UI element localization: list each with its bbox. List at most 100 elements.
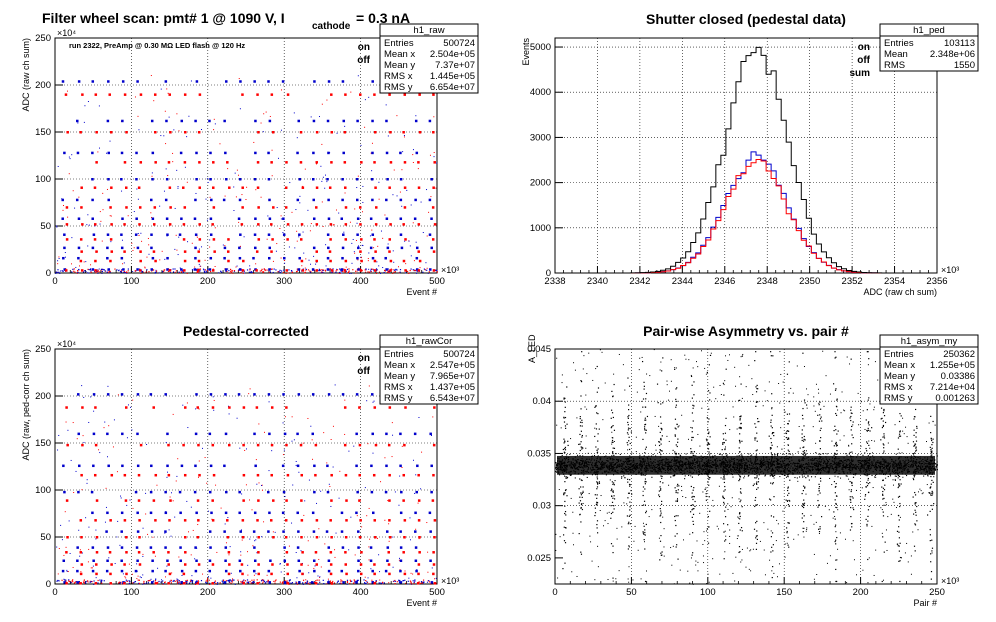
data-point bbox=[384, 269, 386, 271]
data-point-on bbox=[341, 178, 344, 181]
data-point bbox=[116, 471, 118, 473]
data-point bbox=[271, 268, 273, 270]
data-point bbox=[323, 432, 325, 434]
data-point-on bbox=[150, 581, 154, 584]
data-point bbox=[313, 567, 315, 569]
data-point bbox=[258, 482, 260, 484]
x-tick-label: 100 bbox=[123, 587, 139, 598]
data-point bbox=[288, 545, 290, 547]
data-point bbox=[430, 434, 432, 436]
data-point bbox=[435, 269, 437, 271]
data-point-on bbox=[327, 559, 331, 562]
data-point bbox=[269, 271, 271, 273]
data-point-off bbox=[138, 223, 141, 226]
data-point bbox=[935, 465, 937, 468]
data-point-on bbox=[195, 80, 199, 83]
data-point-off bbox=[79, 519, 83, 522]
data-point bbox=[152, 536, 154, 538]
data-point-on bbox=[180, 119, 184, 123]
stats-value: 1.445e+05 bbox=[430, 71, 475, 82]
data-point bbox=[184, 166, 186, 168]
data-point bbox=[282, 232, 284, 234]
data-point-off bbox=[228, 443, 231, 447]
data-point bbox=[56, 546, 58, 548]
data-point bbox=[56, 226, 58, 228]
legend-on: on bbox=[358, 42, 370, 53]
data-point bbox=[422, 582, 424, 584]
data-point-on bbox=[297, 530, 300, 533]
data-point bbox=[426, 581, 428, 583]
data-point bbox=[935, 464, 937, 466]
data-point-on bbox=[268, 268, 271, 271]
data-point-off bbox=[284, 186, 288, 189]
data-point bbox=[243, 270, 246, 272]
data-point-off bbox=[125, 186, 128, 189]
data-point-on bbox=[224, 432, 228, 436]
data-point-on bbox=[150, 233, 153, 236]
data-point-on bbox=[166, 268, 169, 271]
data-point bbox=[186, 402, 188, 404]
stats-value: 103113 bbox=[944, 38, 975, 49]
data-point bbox=[186, 500, 188, 502]
data-point bbox=[409, 580, 411, 582]
data-point bbox=[368, 271, 371, 273]
data-point-on bbox=[61, 217, 64, 220]
data-point bbox=[353, 445, 355, 447]
data-point-off bbox=[211, 563, 215, 566]
data-point bbox=[423, 268, 426, 270]
data-point-off bbox=[257, 131, 260, 134]
data-point bbox=[431, 567, 433, 569]
data-point-off bbox=[388, 473, 391, 477]
data-point bbox=[213, 399, 215, 401]
data-point bbox=[310, 425, 312, 427]
data-point-off bbox=[125, 551, 128, 554]
data-point bbox=[558, 474, 561, 476]
data-point-off bbox=[169, 131, 172, 134]
data-point-off bbox=[211, 406, 215, 409]
data-point bbox=[197, 524, 199, 526]
data-point-on bbox=[370, 178, 374, 181]
data-point-off bbox=[270, 93, 274, 96]
data-point bbox=[379, 271, 381, 273]
data-point bbox=[388, 270, 390, 273]
data-point bbox=[358, 245, 360, 247]
data-point-on bbox=[356, 233, 359, 236]
data-point-off bbox=[345, 572, 348, 576]
data-point bbox=[247, 582, 250, 584]
data-point-off bbox=[329, 551, 333, 554]
data-point bbox=[150, 578, 152, 580]
data-point bbox=[55, 271, 57, 273]
data-point bbox=[142, 555, 144, 557]
data-point-on bbox=[342, 119, 346, 123]
data-point bbox=[316, 502, 318, 504]
data-point bbox=[284, 259, 286, 261]
data-point bbox=[64, 511, 66, 513]
data-point bbox=[125, 271, 128, 273]
data-point bbox=[190, 506, 192, 508]
x-axis-label: Event # bbox=[406, 598, 437, 608]
data-point bbox=[555, 471, 557, 473]
data-point bbox=[74, 271, 76, 273]
data-point bbox=[132, 249, 134, 251]
data-point bbox=[271, 175, 273, 177]
data-point bbox=[259, 270, 261, 272]
data-point-on bbox=[430, 464, 433, 468]
data-point bbox=[142, 271, 144, 273]
data-point-on bbox=[341, 198, 344, 202]
data-point bbox=[253, 574, 255, 576]
data-point-off bbox=[330, 269, 334, 272]
data-point-off bbox=[125, 206, 128, 209]
data-point bbox=[180, 583, 182, 585]
data-point-off bbox=[432, 131, 435, 134]
data-point bbox=[95, 271, 97, 274]
stats-value: 500724 bbox=[443, 349, 475, 360]
data-point bbox=[805, 453, 807, 455]
data-point bbox=[309, 270, 311, 272]
data-point bbox=[209, 582, 211, 584]
data-point-on bbox=[253, 393, 256, 396]
data-point-off bbox=[315, 259, 318, 263]
data-point bbox=[213, 129, 215, 131]
data-point bbox=[344, 192, 346, 194]
data-point-off bbox=[139, 259, 142, 263]
data-point bbox=[276, 207, 278, 209]
